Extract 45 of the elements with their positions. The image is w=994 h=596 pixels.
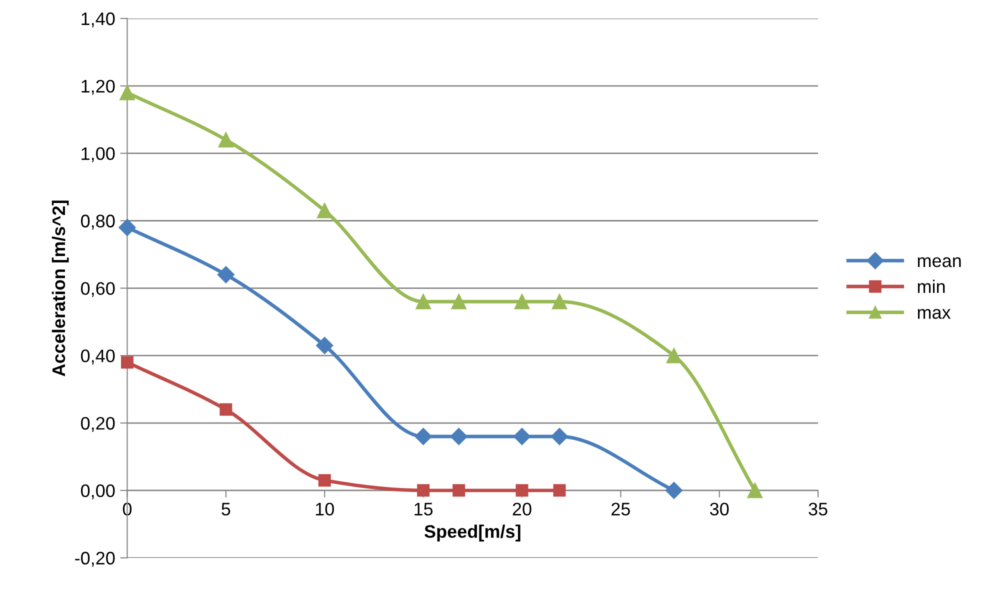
point — [513, 428, 531, 446]
point — [217, 266, 234, 284]
y-tick-label: 1,00 — [82, 147, 115, 162]
y-tick-label: 0,20 — [80, 416, 115, 432]
point — [316, 202, 332, 218]
point — [417, 484, 430, 497]
x-axis-title: Speed[m/s] — [424, 524, 520, 542]
point — [414, 428, 432, 446]
point — [120, 85, 135, 100]
point — [318, 474, 331, 487]
y-tick-label: 0,60 — [80, 282, 115, 298]
legend-label: max — [918, 308, 951, 319]
point — [452, 484, 466, 497]
point — [514, 294, 530, 310]
point — [450, 428, 468, 446]
legend-label: mean — [918, 257, 961, 268]
y-tick-label: 0,40 — [80, 350, 115, 364]
x-tick-label: 25 — [612, 502, 630, 516]
point — [550, 428, 568, 446]
point — [118, 218, 136, 236]
x-tick-label: 30 — [710, 502, 729, 516]
x-tick-label: 0 — [122, 502, 132, 516]
y-tick-label: 1,20 — [82, 80, 115, 95]
point — [516, 484, 528, 497]
x-tick-label: 20 — [512, 502, 532, 516]
point — [220, 403, 232, 416]
point — [665, 482, 683, 499]
point — [451, 294, 466, 310]
point — [666, 348, 682, 364]
y-tick-label: 1,40 — [82, 12, 115, 28]
x-tick-label: 15 — [414, 502, 433, 516]
point — [747, 482, 763, 498]
point — [416, 294, 431, 310]
y-tick-label: -0,20 — [75, 552, 115, 567]
x-tick-label: 5 — [222, 502, 230, 516]
point — [553, 484, 566, 497]
y-tick-label: 0,80 — [80, 214, 115, 230]
point — [552, 294, 568, 310]
y-tick-label: 0,00 — [80, 484, 115, 500]
point — [316, 336, 334, 354]
x-tick-label: 10 — [316, 502, 334, 516]
point — [218, 132, 234, 148]
y-axis-title: Acceleration [m/s^2] — [52, 200, 69, 376]
x-tick-label: 35 — [808, 502, 828, 516]
legend-label: min — [918, 280, 945, 293]
